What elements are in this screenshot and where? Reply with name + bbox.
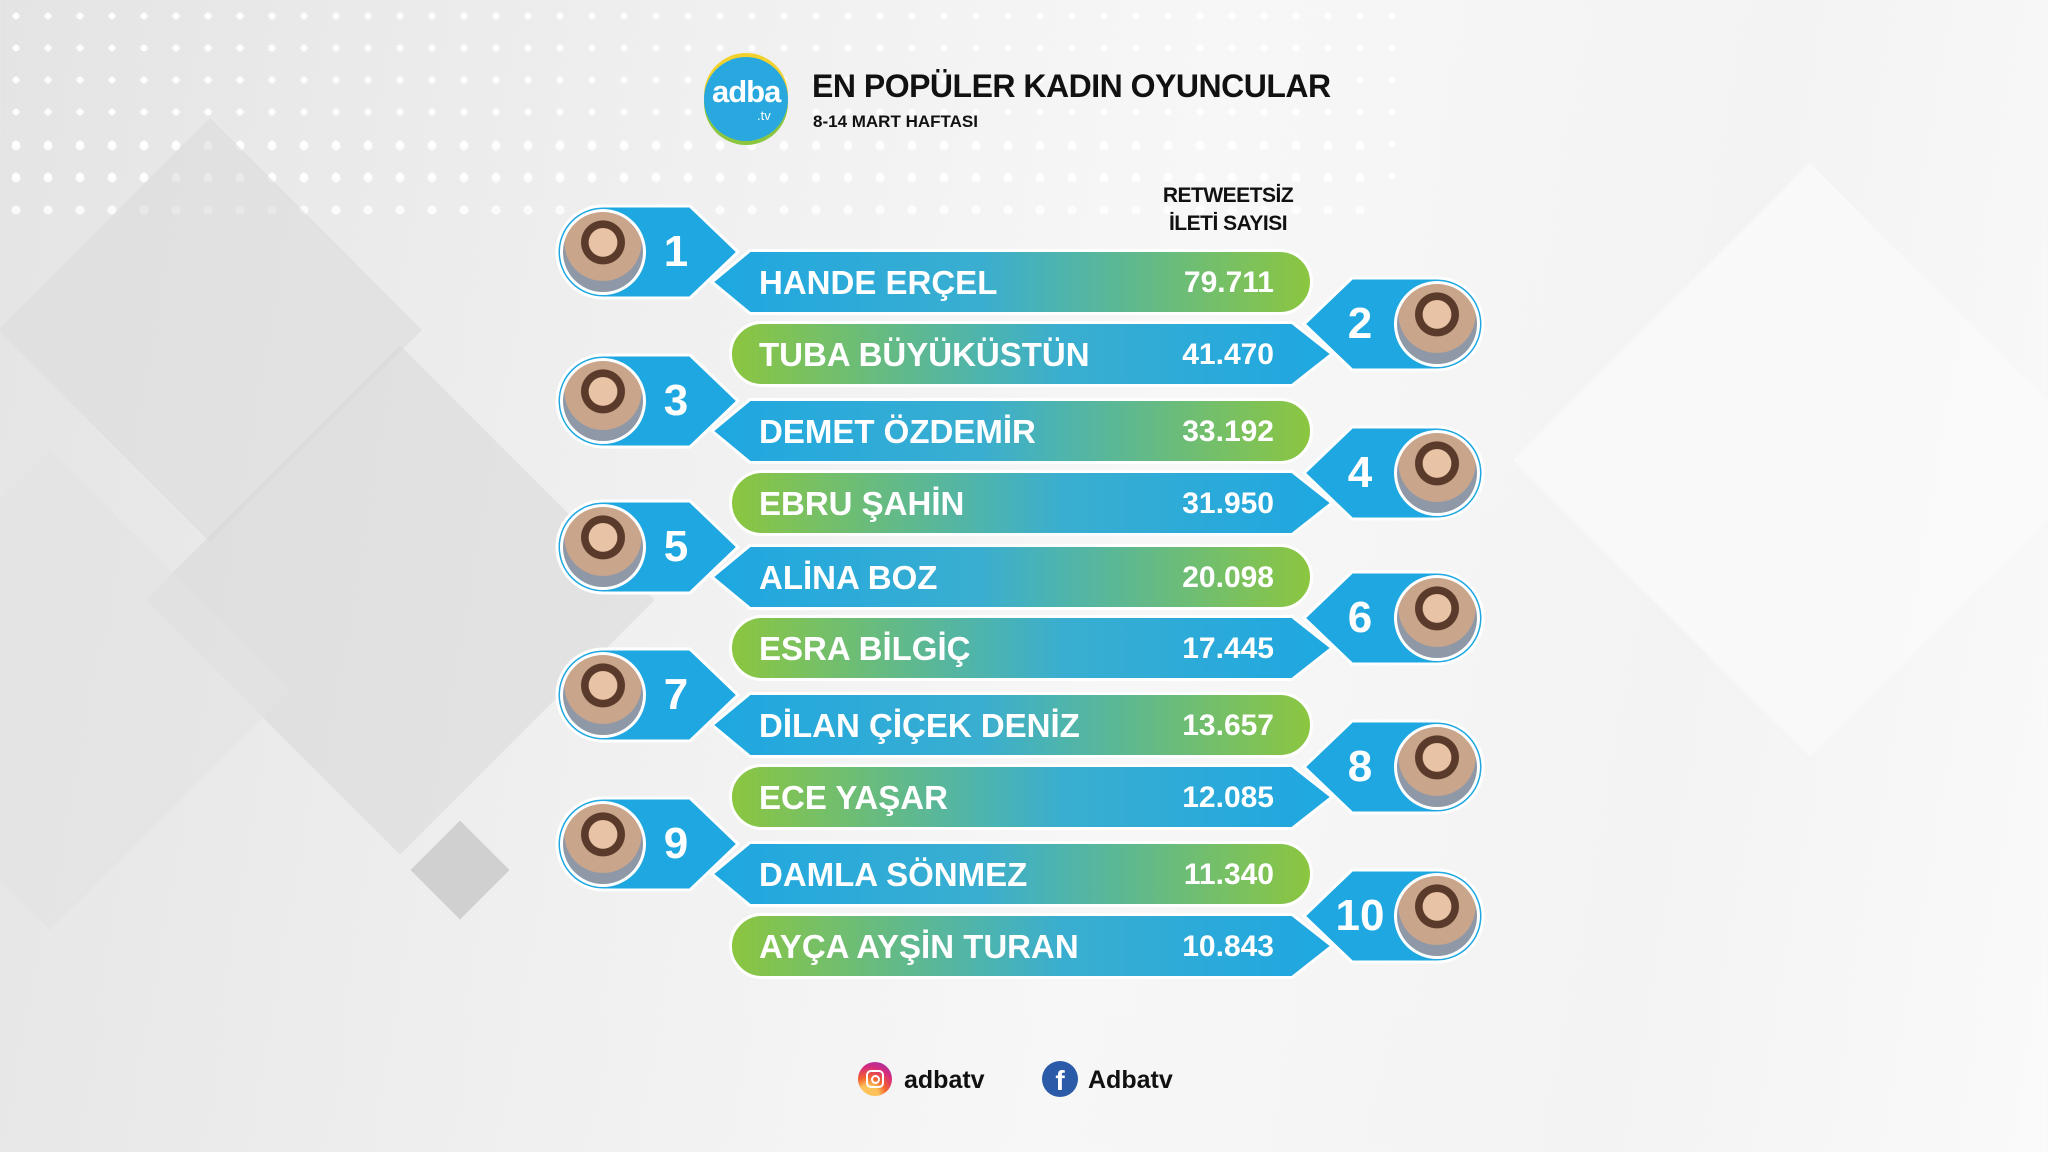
page-subtitle: 8-14 MART HAFTASI: [813, 112, 978, 131]
actress-name: ALİNA BOZ: [759, 558, 938, 596]
actress-name: DEMET ÖZDEMİR: [759, 412, 1036, 450]
actress-name: ESRA BİLGİÇ: [759, 629, 971, 667]
value: 12.085: [1182, 780, 1274, 814]
column-header-line1: RETWEETSİZ: [1162, 184, 1294, 207]
rank-number: 10: [1335, 891, 1385, 940]
rank-number: 9: [663, 819, 689, 868]
actress-name: EBRU ŞAHİN: [759, 484, 965, 522]
actress-name: AYÇA AYŞİN TURAN: [759, 927, 1079, 965]
value: 11.340: [1183, 857, 1274, 891]
row-bar: [709, 398, 1313, 464]
column-header: RETWEETSİZ İLETİ SAYISI: [1140, 182, 1316, 238]
value: 41.470: [1182, 337, 1274, 371]
rank-number: 4: [1347, 448, 1373, 497]
avatar: [560, 358, 646, 444]
facebook-icon[interactable]: f: [1042, 1061, 1078, 1097]
instagram-icon[interactable]: [858, 1062, 892, 1096]
row-bar: [709, 544, 1313, 610]
row-bar: [729, 321, 1335, 387]
rank-number: 1: [663, 227, 689, 276]
avatar: [560, 801, 646, 887]
value: 20.098: [1182, 560, 1274, 594]
page-title: EN POPÜLER KADIN OYUNCULAR: [812, 68, 1331, 104]
actress-name: ECE YAŞAR: [759, 778, 948, 816]
avatar: [1394, 430, 1480, 516]
avatar: [560, 209, 646, 295]
value: 33.192: [1182, 414, 1274, 448]
avatar: [1394, 873, 1480, 959]
row-bar: [729, 764, 1335, 830]
value: 31.950: [1182, 486, 1274, 520]
value: 10.843: [1182, 929, 1274, 963]
facebook-handle[interactable]: Adbatv: [1088, 1066, 1173, 1094]
rank-number: 5: [663, 522, 689, 571]
actress-name: DİLAN ÇİÇEK DENİZ: [759, 706, 1080, 744]
avatar: [560, 504, 646, 590]
row-bar: [729, 615, 1335, 681]
avatar: [560, 652, 646, 738]
logo-text: adba: [712, 74, 781, 109]
rank-number: 8: [1347, 742, 1373, 791]
value: 79.711: [1183, 265, 1274, 299]
avatar: [1394, 281, 1480, 367]
row-bar: [709, 249, 1313, 315]
rank-number: 6: [1347, 593, 1373, 642]
row-bar: [709, 692, 1313, 758]
actress-name: HANDE ERÇEL: [759, 263, 998, 301]
actress-name: TUBA BÜYÜKÜSTÜN: [759, 335, 1090, 373]
row-bar: [729, 470, 1335, 536]
row-bar: [709, 841, 1313, 907]
rank-number: 7: [663, 670, 689, 719]
avatar: [1394, 724, 1480, 810]
rank-number: 2: [1347, 299, 1373, 348]
adba-logo: [704, 57, 788, 141]
value: 17.445: [1182, 631, 1274, 665]
column-header-line2: İLETİ SAYISI: [1168, 212, 1288, 235]
logo-suffix: .tv: [757, 108, 771, 123]
avatar: [1394, 575, 1480, 661]
rank-number: 3: [663, 376, 689, 425]
value: 13.657: [1182, 708, 1274, 742]
instagram-handle[interactable]: adbatv: [904, 1066, 985, 1094]
actress-name: DAMLA SÖNMEZ: [759, 855, 1028, 893]
row-bar: [729, 913, 1335, 979]
